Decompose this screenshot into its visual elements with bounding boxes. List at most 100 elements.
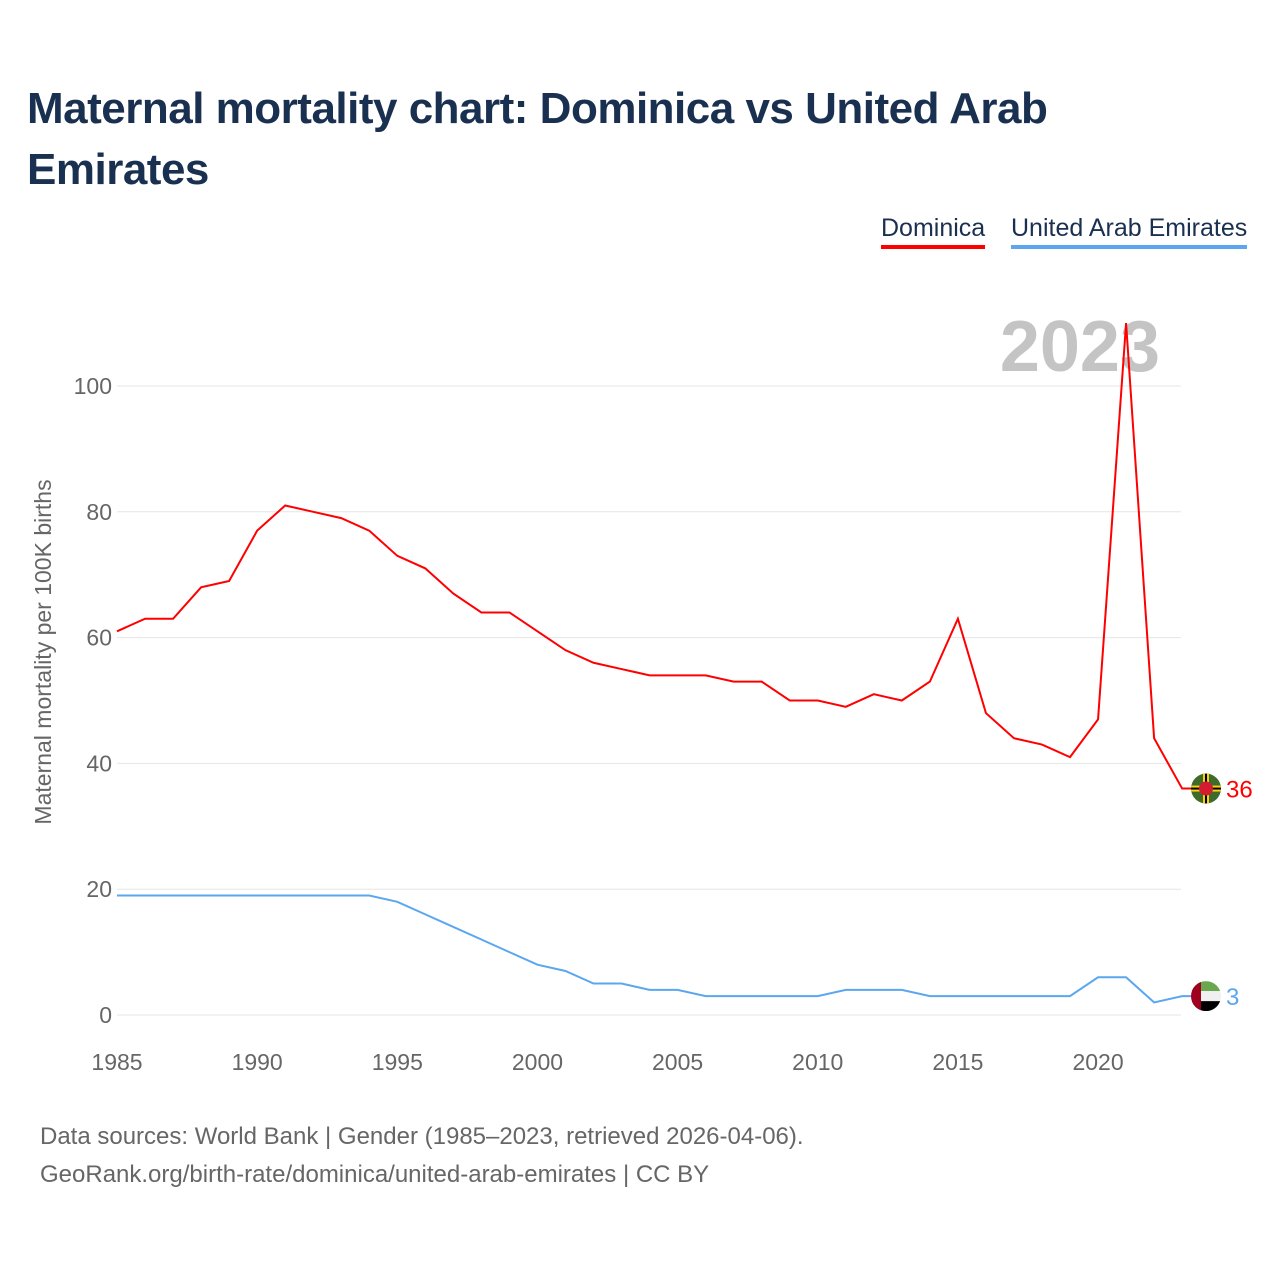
data-point (703, 672, 709, 678)
data-point (983, 993, 989, 999)
data-point (1179, 786, 1185, 792)
x-tick-label: 2000 (512, 1049, 563, 1075)
data-point (422, 565, 428, 571)
dominica-flag-icon (1191, 773, 1221, 804)
chart-title: Maternal mortality chart: Dominica vs Un… (27, 84, 1048, 194)
y-tick-label: 100 (74, 373, 112, 399)
data-point (1151, 735, 1157, 741)
y-tick-label: 0 (99, 1002, 112, 1028)
data-point (422, 911, 428, 917)
data-point (170, 616, 176, 622)
data-point (562, 968, 568, 974)
series-line-uae (117, 894, 1195, 1004)
x-tick-label: 1995 (372, 1049, 423, 1075)
data-point (871, 691, 877, 697)
uae-flag-icon (1191, 981, 1221, 1012)
y-axis-label: Maternal mortality per 100K births (30, 479, 56, 824)
data-point (843, 704, 849, 710)
data-point (675, 987, 681, 993)
data-point (1095, 974, 1101, 980)
data-point (142, 892, 148, 898)
y-tick-label: 40 (86, 750, 112, 776)
y-tick-label: 80 (86, 499, 112, 525)
data-point (1095, 716, 1101, 722)
data-point (1179, 993, 1185, 999)
data-point (899, 698, 905, 704)
data-point (114, 628, 120, 634)
data-point (338, 892, 344, 898)
data-point (506, 609, 512, 615)
data-point (675, 672, 681, 678)
source-note: Data sources: World Bank | Gender (1985–… (40, 1118, 804, 1194)
data-point (366, 528, 372, 534)
x-tick-label: 2020 (1072, 1049, 1123, 1075)
data-point (1011, 993, 1017, 999)
data-point (506, 949, 512, 955)
data-point (1151, 999, 1157, 1005)
data-point (759, 993, 765, 999)
year-watermark: 2023 (1000, 307, 1160, 387)
data-point (871, 987, 877, 993)
data-point (787, 698, 793, 704)
data-point (983, 710, 989, 716)
data-point (310, 892, 316, 898)
data-point (170, 892, 176, 898)
data-point (731, 993, 737, 999)
data-point (226, 578, 232, 584)
x-tick-label: 2015 (932, 1049, 983, 1075)
data-point (478, 609, 484, 615)
data-point (478, 937, 484, 943)
data-point (619, 981, 625, 987)
data-point (899, 987, 905, 993)
data-point (198, 584, 204, 590)
data-point (534, 962, 540, 968)
data-point (142, 616, 148, 622)
data-point (591, 660, 597, 666)
data-point (394, 553, 400, 559)
legend-uae[interactable]: United Arab Emirates (1011, 214, 1248, 249)
data-point (198, 892, 204, 898)
data-point (310, 509, 316, 515)
y-tick-label: 20 (86, 876, 112, 902)
x-tick-label: 1990 (232, 1049, 283, 1075)
x-tick-label: 1985 (91, 1049, 142, 1075)
data-point (927, 679, 933, 685)
data-point (1039, 993, 1045, 999)
data-point (955, 616, 961, 622)
x-tick-label: 2005 (652, 1049, 703, 1075)
data-point (366, 892, 372, 898)
end-value-label: 3 (1226, 984, 1239, 1011)
data-point (1123, 974, 1129, 980)
series-line-dominica (116, 323, 1195, 790)
source-line-2[interactable]: GeoRank.org/birth-rate/dominica/united-a… (40, 1161, 710, 1188)
data-point (282, 503, 288, 509)
y-tick-label: 60 (86, 625, 112, 651)
data-point (927, 993, 933, 999)
data-point (114, 892, 120, 898)
data-point (1011, 735, 1017, 741)
data-point (843, 987, 849, 993)
data-point (534, 628, 540, 634)
data-point (1039, 742, 1045, 748)
data-point (450, 924, 456, 930)
legend-dominica[interactable]: Dominica (881, 214, 986, 249)
data-point (394, 899, 400, 905)
data-point (1067, 993, 1073, 999)
data-point (591, 981, 597, 987)
data-point (815, 698, 821, 704)
data-point (703, 993, 709, 999)
data-point (450, 591, 456, 597)
data-point (759, 679, 765, 685)
data-point (647, 987, 653, 993)
end-value-label: 36 (1226, 777, 1253, 804)
data-point (282, 892, 288, 898)
data-point (815, 993, 821, 999)
data-point (254, 528, 260, 534)
data-point (226, 892, 232, 898)
data-point (787, 993, 793, 999)
data-point (562, 647, 568, 653)
data-point (254, 892, 260, 898)
data-point (619, 666, 625, 672)
data-point (1123, 320, 1129, 326)
data-point (1067, 754, 1073, 760)
